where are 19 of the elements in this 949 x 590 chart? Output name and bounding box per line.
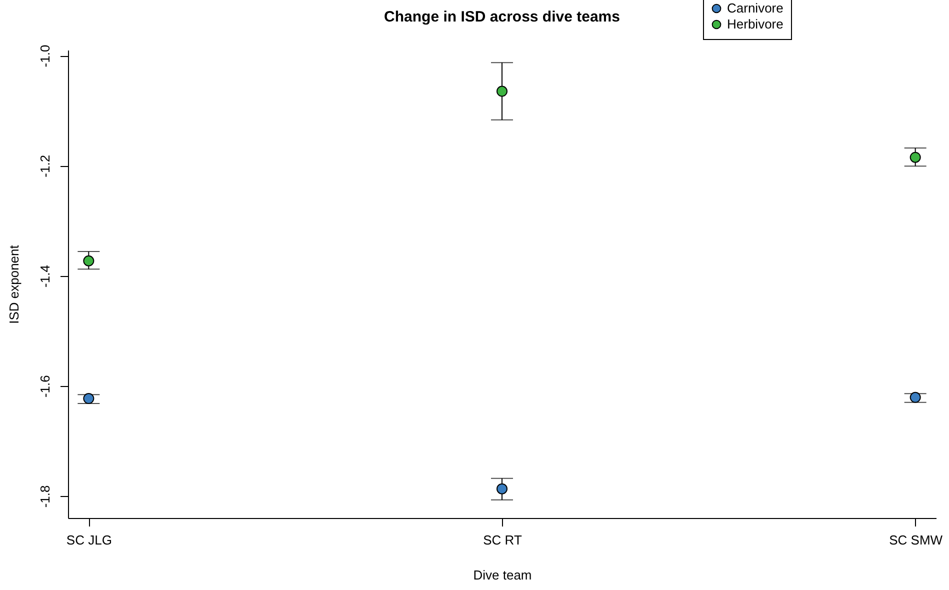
point (910, 152, 921, 163)
y-tick-label: -1.6 (38, 375, 52, 398)
x-tick-label: SC RT (483, 532, 522, 548)
y-tick-label: -1.8 (38, 485, 52, 508)
y-tick-label: -1.4 (38, 265, 52, 288)
y-tick-label: -1.2 (38, 154, 52, 178)
legend-label: Carnivore (727, 0, 784, 16)
point (83, 393, 94, 404)
x-tick-label: SC JLG (66, 532, 112, 548)
point (910, 392, 921, 403)
y-axis-title: ISD exponent (6, 244, 22, 324)
point (83, 255, 94, 266)
legend-label: Herbivore (727, 16, 784, 32)
y-tick-label: -1.0 (38, 44, 52, 68)
x-tick-label: SC SMW (889, 532, 944, 548)
point (496, 86, 508, 97)
x-axis-title: Dive team (473, 568, 532, 582)
point (496, 483, 508, 494)
chart-title: Change in ISD across dive teams (384, 8, 620, 26)
